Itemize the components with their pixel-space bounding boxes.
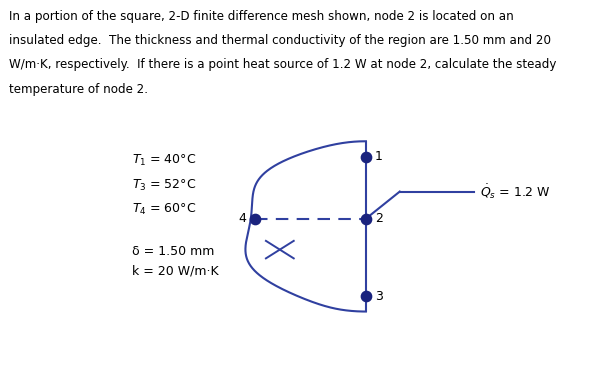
Text: temperature of node 2.: temperature of node 2. [9, 83, 148, 96]
Text: 1: 1 [375, 150, 383, 163]
Text: 3: 3 [375, 289, 383, 303]
Point [361, 154, 371, 160]
Text: insulated edge.  The thickness and thermal conductivity of the region are 1.50 m: insulated edge. The thickness and therma… [9, 34, 551, 47]
Text: k = 20 W/m·K: k = 20 W/m·K [132, 264, 219, 277]
Point [250, 216, 260, 222]
Text: $T_1$ = 40°C: $T_1$ = 40°C [132, 153, 196, 168]
Point [361, 216, 371, 222]
Text: δ = 1.50 mm: δ = 1.50 mm [132, 245, 215, 258]
Text: W/m·K, respectively.  If there is a point heat source of 1.2 W at node 2, calcul: W/m·K, respectively. If there is a point… [9, 58, 557, 72]
Text: 2: 2 [375, 212, 383, 225]
Point [361, 293, 371, 299]
Text: $\dot{Q}_s$ = 1.2 W: $\dot{Q}_s$ = 1.2 W [480, 182, 550, 201]
Text: 4: 4 [238, 212, 246, 225]
Text: $T_3$ = 52°C: $T_3$ = 52°C [132, 178, 196, 194]
Text: In a portion of the square, 2-D finite difference mesh shown, node 2 is located : In a portion of the square, 2-D finite d… [9, 10, 514, 23]
Text: $T_4$ = 60°C: $T_4$ = 60°C [132, 201, 196, 217]
